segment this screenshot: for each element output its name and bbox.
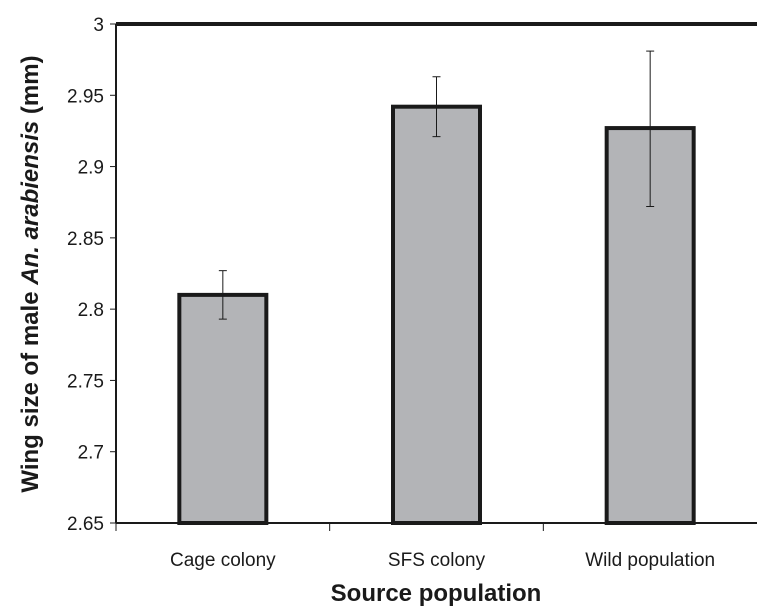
error-bars bbox=[218, 50, 655, 320]
y-tick-label: 2.9 bbox=[78, 158, 104, 179]
bar bbox=[391, 104, 482, 525]
y-tick-label: 2.85 bbox=[67, 229, 104, 250]
y-tick-label: 3 bbox=[93, 15, 104, 36]
y-tick-label: 2.7 bbox=[78, 443, 104, 464]
y-axis-title: Wing size of male An. arabiensis (mm) bbox=[17, 55, 44, 492]
y-axis-title-prefix: Wing size of male bbox=[17, 285, 44, 493]
y-tick-label: 2.75 bbox=[67, 371, 104, 392]
bars bbox=[177, 104, 696, 525]
x-tick-label: SFS colony bbox=[388, 550, 486, 571]
axes bbox=[115, 22, 757, 524]
y-axis-ticks: 2.65 2.7 2.75 2.8 2.85 2.9 2.95 3 bbox=[67, 15, 116, 535]
x-tick-label: Wild population bbox=[585, 550, 715, 571]
y-axis-title-suffix: (mm) bbox=[17, 55, 44, 120]
y-axis-title-italic: An. arabiensis bbox=[17, 121, 44, 286]
x-tick-label: Cage colony bbox=[170, 550, 276, 571]
x-axis-title: Source population bbox=[331, 580, 542, 607]
y-tick-label: 2.95 bbox=[67, 86, 104, 107]
x-axis-tick-labels: Cage colony SFS colony Wild population bbox=[115, 523, 715, 571]
y-tick-label: 2.8 bbox=[78, 300, 104, 321]
bar bbox=[177, 292, 269, 525]
y-tick-label: 2.65 bbox=[67, 514, 104, 535]
